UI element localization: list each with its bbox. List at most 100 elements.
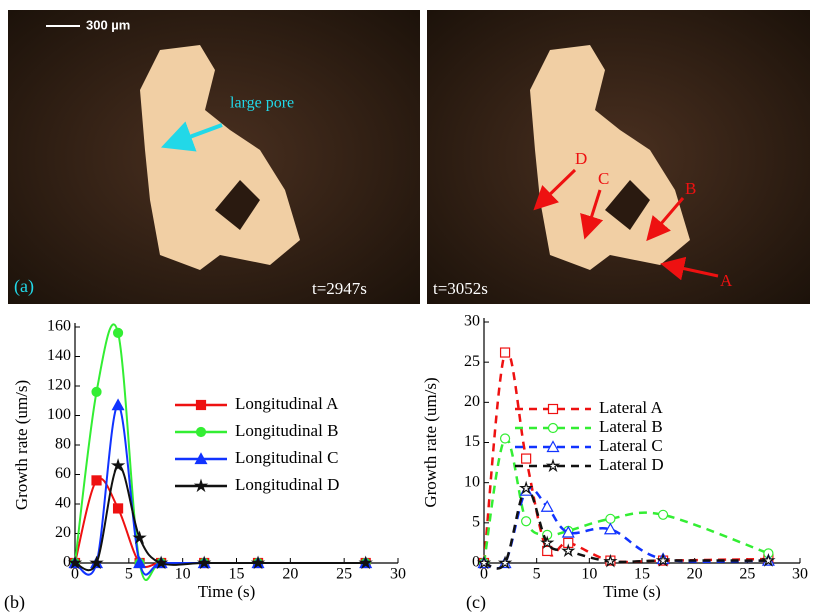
data-point xyxy=(111,398,125,411)
y-tick-label: 60 xyxy=(55,465,71,482)
micrograph-left: 300 µm large pore (a) t=2947s xyxy=(8,10,420,304)
scale-bar: 300 µm xyxy=(86,17,130,32)
data-point xyxy=(521,516,532,527)
x-tick-label: 0 xyxy=(71,566,79,583)
data-point xyxy=(112,503,124,514)
legend-marker xyxy=(194,452,208,465)
y-tick-label: 80 xyxy=(55,436,71,453)
data-point xyxy=(540,535,555,550)
legend-label: Lateral D xyxy=(599,455,664,474)
data-point xyxy=(133,556,147,569)
x-tick-label: 5 xyxy=(125,566,133,583)
marker-label: C xyxy=(598,169,609,188)
data-point xyxy=(655,553,671,567)
legend-label: Longitudinal B xyxy=(235,421,338,440)
data-point xyxy=(499,347,511,358)
pore-shape xyxy=(140,45,300,270)
data-point xyxy=(561,543,576,558)
series-line xyxy=(482,349,769,564)
data-point xyxy=(499,433,511,444)
x-tick-label: 25 xyxy=(739,566,755,583)
x-axis-label: Time (s) xyxy=(603,582,660,601)
legend-marker xyxy=(547,403,559,415)
panel-label: (b) xyxy=(4,592,25,613)
data-point xyxy=(91,386,102,397)
data-point xyxy=(476,555,492,570)
panel-label: (c) xyxy=(466,592,486,613)
data-point xyxy=(358,555,373,570)
x-tick-label: 10 xyxy=(581,566,597,583)
data-point xyxy=(153,555,169,570)
data-point xyxy=(521,453,532,464)
y-tick-label: 25 xyxy=(464,353,480,370)
y-tick-label: 140 xyxy=(47,347,71,364)
data-point xyxy=(605,513,616,524)
y-tick-label: 120 xyxy=(47,377,71,394)
x-tick-label: 20 xyxy=(687,566,703,583)
time-label: t=3052s xyxy=(433,279,488,298)
y-axis-label: Growth rate (um/s) xyxy=(12,380,31,510)
panel-label: (a) xyxy=(14,276,34,297)
legend-marker xyxy=(193,478,209,493)
series-line xyxy=(483,487,769,570)
data-point xyxy=(112,327,124,338)
y-tick-label: 30 xyxy=(464,313,480,330)
y-tick-label: 10 xyxy=(464,473,480,490)
data-point xyxy=(540,500,554,512)
x-tick-label: 5 xyxy=(533,566,541,583)
x-tick-label: 30 xyxy=(390,566,406,583)
series-line xyxy=(483,487,769,570)
legend-label: Lateral B xyxy=(599,417,663,436)
data-point xyxy=(657,509,669,520)
y-tick-label: 20 xyxy=(464,393,480,410)
y-tick-label: 5 xyxy=(472,514,480,531)
x-axis-label: Time (s) xyxy=(198,582,255,601)
y-tick-label: 160 xyxy=(47,318,71,335)
legend-marker xyxy=(547,422,559,434)
data-point xyxy=(561,525,575,538)
y-tick-label: 20 xyxy=(55,524,71,541)
legend-marker xyxy=(546,440,560,453)
data-point xyxy=(89,555,104,570)
data-point xyxy=(603,522,617,535)
data-point xyxy=(110,458,126,472)
x-tick-label: 25 xyxy=(336,566,352,583)
data-point xyxy=(91,475,102,486)
legend-label: Longitudinal A xyxy=(235,394,339,413)
legend-label: Lateral A xyxy=(599,398,663,417)
data-point xyxy=(761,553,776,567)
legend-marker xyxy=(195,426,207,438)
x-tick-label: 15 xyxy=(229,566,245,583)
legend-marker xyxy=(195,399,207,411)
time-label: t=2947s xyxy=(312,279,367,298)
legend-label: Lateral C xyxy=(599,436,663,455)
legend-label: Longitudinal D xyxy=(235,475,339,494)
data-point xyxy=(67,555,83,570)
y-tick-label: 100 xyxy=(47,406,71,423)
x-tick-label: 30 xyxy=(792,566,808,583)
annotation: large pore xyxy=(230,95,294,112)
x-tick-label: 20 xyxy=(282,566,298,583)
data-point xyxy=(603,553,618,568)
data-point xyxy=(197,555,212,570)
x-tick-label: 10 xyxy=(175,566,191,583)
y-tick-label: 15 xyxy=(464,433,480,450)
data-point xyxy=(518,480,534,495)
data-point xyxy=(497,555,513,570)
legend-label: Longitudinal C xyxy=(235,448,338,467)
y-tick-label: 0 xyxy=(63,554,71,571)
micrograph-right: A B C D t=3052s xyxy=(427,10,810,304)
data-point xyxy=(542,545,553,557)
y-tick-label: 40 xyxy=(55,495,71,512)
marker-label: D xyxy=(575,149,587,168)
x-tick-label: 15 xyxy=(634,566,650,583)
data-point xyxy=(132,530,147,545)
data-point xyxy=(250,555,266,570)
legend-marker xyxy=(545,458,561,473)
y-axis-label: Growth rate (um/s) xyxy=(421,377,440,507)
y-tick-label: 0 xyxy=(472,554,480,571)
x-tick-label: 0 xyxy=(480,566,488,583)
marker-label: B xyxy=(685,179,696,198)
marker-label: A xyxy=(720,271,733,290)
